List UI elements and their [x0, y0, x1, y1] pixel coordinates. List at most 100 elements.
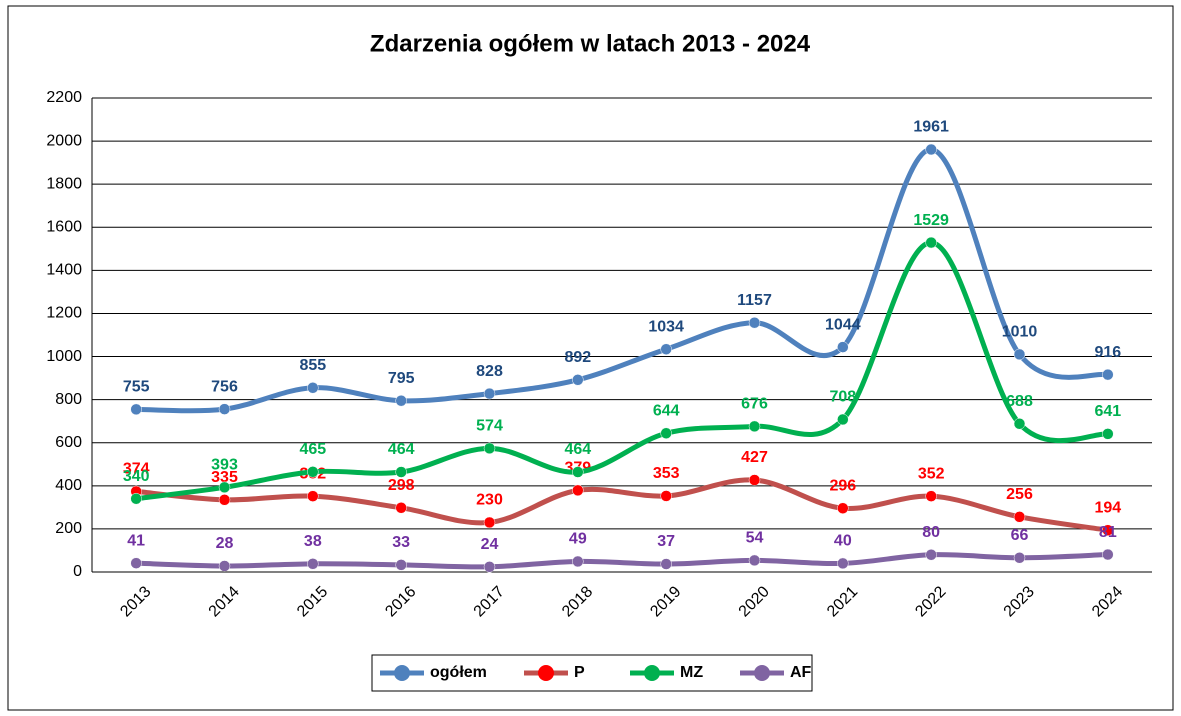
series-line [135, 477, 1109, 533]
y-tick-label: 800 [55, 391, 82, 408]
legend-label: MZ [680, 664, 703, 681]
point [837, 502, 849, 514]
chart-border [7, 5, 1174, 711]
legend-marker [394, 665, 410, 681]
data-label: 465 [299, 441, 326, 458]
data-label: 641 [1094, 403, 1121, 420]
point [307, 490, 319, 502]
data-label: 795 [388, 370, 415, 387]
point [748, 554, 761, 567]
data-label: 256 [1006, 486, 1033, 503]
y-tick-label: 400 [55, 477, 82, 494]
data-label: 298 [388, 477, 415, 494]
data-label: 1961 [913, 119, 949, 136]
point [1013, 418, 1026, 430]
legend-marker [538, 665, 554, 681]
data-label: 340 [123, 468, 150, 485]
point [1013, 348, 1026, 361]
data-label: 755 [123, 379, 150, 396]
data-label: 708 [829, 389, 856, 406]
y-tick-label: 1800 [46, 175, 82, 192]
legend-label: AF [790, 664, 812, 681]
point [748, 474, 761, 486]
data-label: 54 [746, 530, 764, 547]
point [572, 374, 584, 386]
data-label: 855 [299, 357, 326, 374]
y-tick-label: 2000 [46, 132, 82, 149]
point [1102, 548, 1114, 561]
point [307, 558, 319, 570]
data-label: 644 [653, 402, 680, 419]
point [1102, 524, 1114, 536]
data-label: 37 [657, 533, 675, 550]
data-label: 296 [829, 477, 856, 494]
data-label: 352 [918, 465, 945, 482]
data-label: 688 [1006, 393, 1033, 410]
data-label: 335 [211, 469, 238, 486]
point [395, 394, 407, 407]
point [572, 466, 584, 478]
data-label: 1529 [913, 212, 949, 229]
point [130, 557, 142, 569]
data-label: 80 [922, 524, 940, 541]
data-label: 49 [569, 531, 587, 548]
point [1102, 368, 1114, 381]
legend-label: ogółem [430, 664, 487, 681]
data-label: 676 [741, 396, 768, 413]
point [395, 502, 407, 514]
data-label: 916 [1094, 344, 1121, 361]
point [483, 442, 496, 455]
point [925, 143, 937, 156]
data-label: 194 [1094, 499, 1121, 516]
point [1013, 511, 1026, 523]
point [572, 555, 584, 568]
data-label: 1010 [1002, 324, 1038, 341]
point [130, 492, 142, 505]
point [395, 466, 407, 478]
point [1102, 428, 1114, 440]
y-tick-label: 1400 [46, 262, 82, 279]
data-label: 38 [304, 533, 322, 550]
data-label: 33 [392, 534, 410, 551]
point [395, 559, 407, 571]
y-tick-label: 1200 [46, 305, 82, 322]
y-tick-label: 2200 [46, 89, 82, 106]
y-tick-label: 200 [55, 520, 82, 537]
legend-marker [754, 665, 770, 681]
point [1013, 552, 1026, 564]
data-label: 374 [123, 461, 150, 478]
y-tick-label: 1600 [46, 218, 82, 235]
point [218, 494, 231, 506]
point [660, 558, 672, 570]
point [483, 516, 496, 529]
legend-label: P [574, 664, 585, 681]
data-label: 1044 [825, 316, 861, 333]
point [307, 382, 319, 394]
data-label: 393 [211, 457, 238, 474]
point [748, 316, 761, 329]
data-label: 353 [653, 465, 680, 482]
data-label: 1034 [648, 318, 684, 335]
point [837, 341, 849, 353]
point [660, 427, 672, 439]
series-line [136, 552, 1108, 570]
point [218, 481, 231, 494]
legend-marker [644, 665, 660, 681]
data-label: 464 [564, 441, 591, 458]
data-label: 40 [834, 533, 852, 550]
data-label: 892 [564, 349, 591, 366]
point [218, 560, 231, 572]
point [483, 561, 496, 573]
data-label: 28 [216, 535, 234, 552]
point [660, 343, 672, 355]
data-label: 464 [388, 441, 415, 458]
point [130, 403, 142, 416]
point [572, 484, 584, 497]
y-tick-label: 1000 [46, 348, 82, 365]
point [925, 236, 937, 249]
data-label: 81 [1099, 524, 1117, 541]
y-tick-label: 600 [55, 434, 82, 451]
data-label: 230 [476, 492, 503, 509]
data-label: 24 [481, 536, 499, 553]
point [925, 549, 937, 561]
